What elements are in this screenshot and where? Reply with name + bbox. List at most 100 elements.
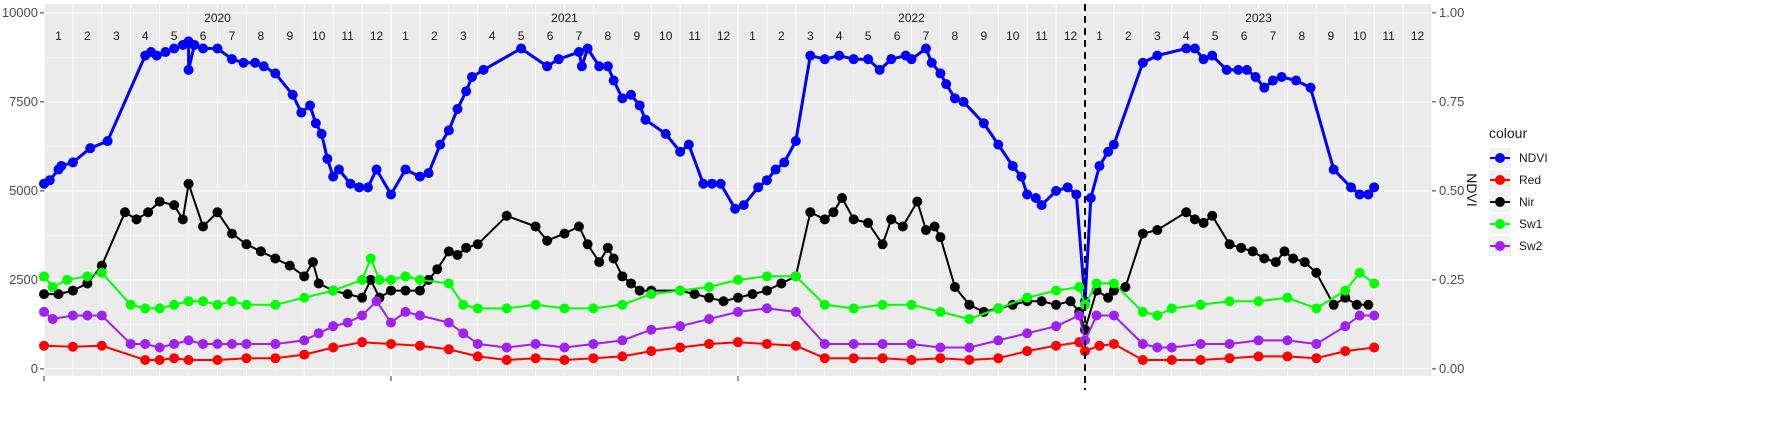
- sw2-point: [1224, 338, 1235, 349]
- nir-point: [432, 264, 443, 275]
- sw1-point: [1369, 278, 1380, 289]
- month-label: 9: [980, 29, 987, 43]
- nir-point: [935, 232, 946, 243]
- sw1-point: [414, 274, 425, 285]
- month-label: 2: [1125, 29, 1132, 43]
- red-point: [169, 353, 180, 364]
- sw2-point: [906, 338, 917, 349]
- ndvi-point: [189, 39, 200, 50]
- ndvi-point: [258, 61, 269, 72]
- nir-point: [747, 289, 758, 300]
- ndvi-point: [1363, 189, 1374, 200]
- month-label: 8: [1299, 29, 1306, 43]
- y-axis-right-title: NDVI: [1464, 173, 1480, 206]
- nir-point: [920, 225, 931, 236]
- month-label: 5: [1212, 29, 1219, 43]
- nir-point: [863, 217, 874, 228]
- ndvi-point: [834, 50, 845, 61]
- ndvi-point: [322, 153, 333, 164]
- ndvi-point: [805, 50, 816, 61]
- ndvi-point: [270, 68, 281, 79]
- sw1-point: [1051, 285, 1062, 296]
- nir-point: [255, 246, 266, 257]
- legend-label-ndvi: NDVI: [1519, 151, 1548, 165]
- red-point: [67, 341, 78, 352]
- month-label: 6: [894, 29, 901, 43]
- sw2-point: [241, 338, 252, 349]
- ndvi-point: [978, 118, 989, 129]
- month-label: 4: [489, 29, 496, 43]
- red-point: [96, 340, 107, 351]
- sw2-point: [646, 324, 657, 335]
- sw2-point: [1091, 310, 1102, 321]
- ndvi-point: [85, 143, 96, 154]
- nir-point: [1247, 246, 1258, 257]
- red-point: [472, 351, 483, 362]
- ndvi-point: [1022, 189, 1033, 200]
- y-right-tick-label: 1.00: [1439, 5, 1464, 20]
- ndvi-point: [1233, 64, 1244, 75]
- month-label: 3: [113, 29, 120, 43]
- sw1-point: [62, 274, 73, 285]
- red-point: [154, 354, 165, 365]
- sw2-point: [733, 306, 743, 317]
- year-label: 2023: [1245, 11, 1272, 25]
- month-label: 5: [518, 29, 525, 43]
- red-point: [1282, 351, 1293, 362]
- year-label: 2022: [898, 11, 925, 25]
- ndvi-point: [761, 175, 772, 186]
- month-label: 3: [807, 29, 814, 43]
- red-point: [530, 353, 541, 364]
- ndvi-point: [993, 139, 1004, 150]
- sw2-point: [82, 310, 93, 321]
- ndvi-point: [542, 61, 553, 72]
- ndvi-point: [1108, 139, 1119, 150]
- ndvi-point: [56, 160, 67, 171]
- month-label: 2: [778, 29, 785, 43]
- sw1-point: [733, 274, 743, 285]
- nir-point: [1152, 225, 1163, 236]
- nir-point: [1311, 267, 1322, 278]
- sw1-point: [125, 299, 136, 310]
- month-label: 8: [952, 29, 959, 43]
- nir-point: [949, 282, 960, 293]
- sw2-point: [761, 303, 772, 314]
- sw2-point: [1195, 338, 1206, 349]
- nir-point: [472, 239, 483, 250]
- nir-point: [461, 242, 472, 253]
- month-label: 2: [84, 29, 91, 43]
- y-right-tick-label: 0.50: [1439, 183, 1464, 198]
- ndvi-point: [354, 182, 365, 193]
- red-point: [964, 354, 975, 365]
- y-right-tick-label: 0.75: [1439, 94, 1464, 109]
- sw1-point: [472, 303, 483, 314]
- month-label: 6: [547, 29, 554, 43]
- month-label: 8: [605, 29, 612, 43]
- red-point: [140, 354, 151, 365]
- red-point: [906, 354, 917, 365]
- month-label: 1: [1096, 29, 1103, 43]
- month-label: 6: [200, 29, 207, 43]
- sw1-point: [588, 303, 599, 314]
- nir-point: [1051, 299, 1062, 310]
- ndvi-point: [1051, 185, 1062, 196]
- ndvi-point: [386, 189, 396, 200]
- month-label: 12: [717, 29, 731, 43]
- legend-key-point-ndvi: [1495, 153, 1505, 163]
- ndvi-point: [573, 47, 584, 58]
- nir-point: [964, 299, 975, 310]
- nir-point: [241, 239, 252, 250]
- sw1-point: [1166, 303, 1177, 314]
- red-point: [386, 338, 396, 349]
- ndvi-point: [516, 43, 527, 54]
- ndvi-point: [1007, 160, 1018, 171]
- nir-point: [212, 207, 223, 218]
- sw2-point: [299, 335, 310, 346]
- sw2-point: [675, 321, 686, 332]
- month-label: 12: [1064, 29, 1078, 43]
- ndvi-point: [634, 100, 645, 111]
- red-point: [646, 346, 657, 357]
- nir-point: [897, 221, 908, 232]
- sw1-point: [386, 274, 396, 285]
